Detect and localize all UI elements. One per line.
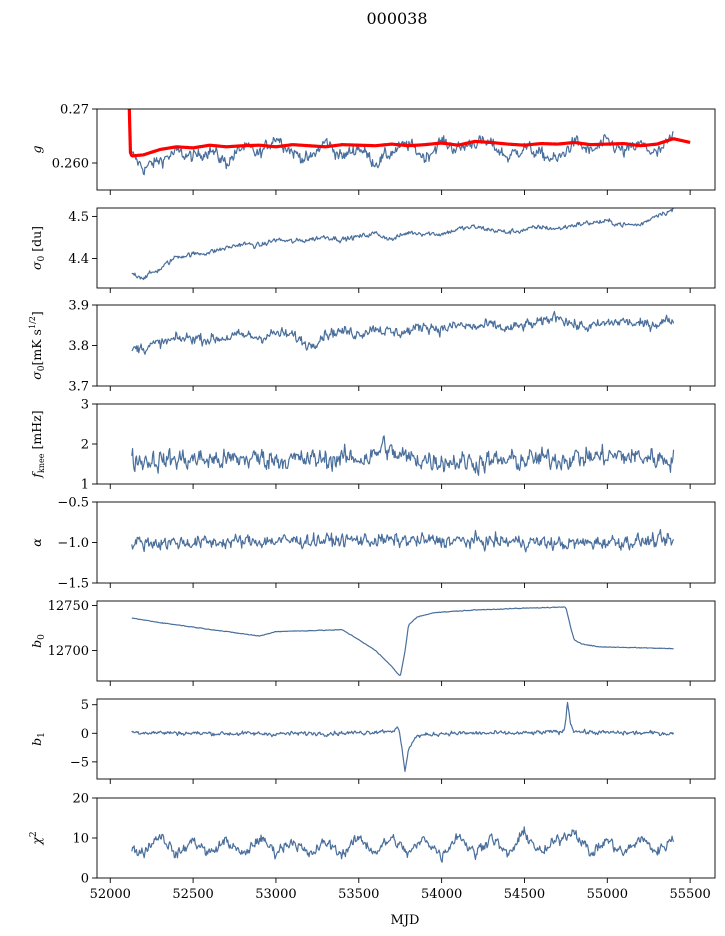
axes-frame-sigma0-du [96, 207, 716, 289]
axes-frame-b0 [96, 600, 716, 682]
y-tick-label-sigma0-mk: 3.7 [68, 380, 89, 395]
y-tick-label-b0: 12700 [48, 644, 89, 659]
y-tick-label-fknee: 3 [81, 398, 89, 413]
series-line-g-0 [131, 131, 674, 176]
panel-b0: 12700 12750 b0 [29, 599, 716, 686]
y-tick-label-b1: 0 [81, 727, 89, 742]
y-tick-label-fknee: 2 [81, 438, 89, 453]
panel-sigma0-mk: 3.7 3.8 3.9 σ0[mK s1/2] [28, 299, 716, 395]
y-tick-label-chi2: 10 [72, 832, 89, 847]
y-tick-label-b1: −5 [70, 755, 89, 770]
y-tick-label-alpha: −0.5 [57, 496, 89, 511]
series-line-sigma0-du-0 [131, 208, 674, 281]
y-tick-label-chi2: 0 [81, 872, 89, 887]
series-line-alpha-0 [131, 528, 675, 553]
axes-frame-sigma0-mk [96, 304, 716, 387]
series-line-chi2-0 [131, 826, 675, 863]
x-tick-label: 52000 [90, 887, 131, 902]
y-axis-label-g: g [29, 145, 44, 153]
y-axis-label-sigma0-du: σ0 [du] [29, 226, 47, 270]
y-tick-label-sigma0-mk: 3.8 [68, 339, 89, 354]
panel-b1: −5 0 5 b1 [29, 698, 716, 784]
series-line-g-1 [127, 109, 691, 158]
y-tick-label-b0: 12750 [48, 599, 89, 614]
x-tick-label: 53000 [255, 887, 296, 902]
x-tick-label: 53500 [338, 887, 379, 902]
y-axis-label-b0: b0 [29, 634, 47, 648]
x-tick-label: 52500 [172, 887, 213, 902]
y-tick-label-g: 0.260 [52, 157, 89, 172]
y-axis-label-fknee: fknee [mHz] [29, 410, 46, 478]
x-axis-label: MJD [391, 913, 420, 928]
y-axis-label-b1: b1 [29, 732, 47, 746]
panel-fknee: 1 2 3 fknee [mHz] [29, 398, 716, 493]
x-tick-label: 55000 [587, 887, 628, 902]
panel-alpha: −1.5 −1.0 −0.5 α [29, 496, 716, 592]
y-tick-label-alpha: −1.5 [57, 577, 89, 592]
panel-g: 0.260 0.27 g [29, 103, 716, 195]
y-tick-label-sigma0-du: 4.5 [68, 210, 89, 225]
y-tick-label-alpha: −1.0 [57, 536, 89, 551]
y-tick-label-b1: 5 [81, 698, 89, 713]
x-tick-label: 54000 [421, 887, 462, 902]
figure-title: 000038 [366, 9, 427, 28]
axes-frame-g [96, 108, 716, 191]
series-line-b0-0 [131, 606, 674, 676]
x-tick-label: 55500 [669, 887, 710, 902]
panel-chi2: 52000 52500 53000 53500 54000 54500 55000 55500… [29, 792, 716, 902]
y-tick-label-fknee: 1 [81, 478, 89, 493]
panel-sigma0-du: 4.4 4.5 σ0 [du] [29, 207, 716, 293]
y-axis-label-chi2: χ2 [29, 831, 44, 845]
y-axis-label-sigma0-mk: σ0[mK s1/2] [28, 311, 47, 380]
y-tick-label-sigma0-du: 4.4 [68, 252, 89, 267]
axes-frame-b1 [96, 698, 716, 780]
x-tick-label: 54500 [504, 887, 545, 902]
series-line-b1-0 [131, 701, 675, 772]
y-tick-label-g: 0.27 [60, 103, 89, 118]
y-axis-label-alpha: α [29, 538, 44, 547]
y-tick-label-sigma0-mk: 3.9 [68, 299, 89, 314]
y-tick-label-chi2: 20 [72, 792, 89, 807]
series-line-sigma0-mk-0 [131, 310, 675, 355]
subplot-panels: 0.260 0.27 g 4.4 4.5 σ0 [du] 3.7 3.8 3.9 σ0[mK s1… [28, 103, 716, 902]
series-line-fknee-0 [131, 435, 675, 476]
axes-frame-fknee [96, 403, 716, 485]
axes-frame-chi2 [96, 797, 716, 879]
